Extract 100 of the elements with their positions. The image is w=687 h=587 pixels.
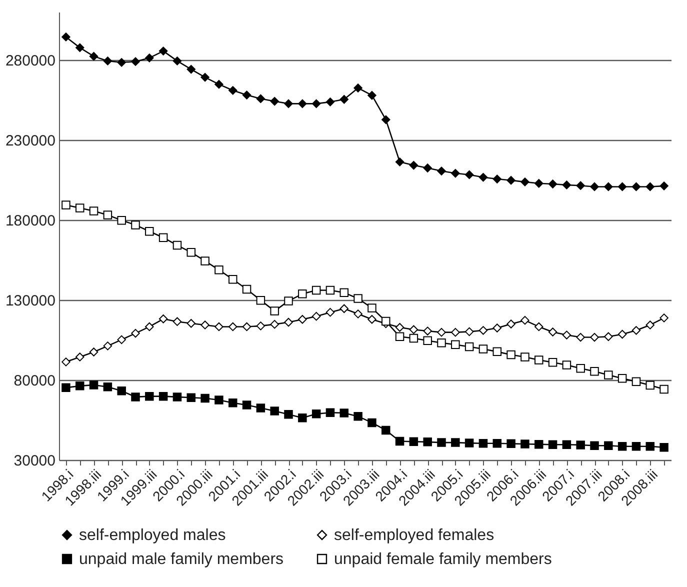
point: [158, 392, 168, 401]
point: [354, 310, 362, 318]
point: [632, 377, 641, 386]
point: [326, 98, 335, 106]
point: [506, 350, 516, 360]
point: [646, 380, 655, 390]
point: [75, 204, 84, 212]
point: [548, 180, 558, 188]
point: [214, 80, 224, 89]
point: [437, 166, 446, 176]
point: [618, 182, 627, 192]
point: [186, 248, 196, 257]
point: [131, 220, 140, 230]
point: [214, 266, 224, 274]
point: [506, 176, 516, 185]
point: [89, 380, 98, 390]
point: [242, 284, 252, 294]
point: [562, 440, 572, 450]
point: [298, 99, 307, 108]
point: [534, 356, 544, 364]
point: [381, 426, 390, 435]
point: [632, 182, 641, 192]
point: [590, 332, 599, 342]
point: [604, 441, 613, 450]
point: [492, 324, 502, 332]
point: [368, 90, 376, 100]
point: [395, 158, 404, 166]
point: [103, 210, 112, 220]
point: [590, 182, 599, 192]
point: [478, 172, 488, 182]
point: [464, 438, 474, 448]
point: [534, 322, 544, 332]
point: [604, 370, 613, 380]
point: [576, 181, 585, 190]
point: [534, 440, 544, 449]
point: [395, 322, 404, 332]
point: [256, 296, 266, 305]
point: [520, 352, 530, 362]
point: [145, 226, 154, 236]
point: [312, 99, 321, 108]
point: [534, 178, 544, 188]
point: [464, 170, 474, 180]
point: [576, 332, 585, 342]
point: [340, 304, 349, 314]
point: [270, 306, 279, 316]
point: [562, 180, 572, 190]
point: [409, 325, 418, 334]
point: [660, 442, 668, 452]
point: [646, 442, 655, 451]
point: [590, 366, 599, 376]
point: [312, 410, 321, 418]
point: [312, 286, 321, 295]
point: [75, 43, 84, 52]
point: [548, 358, 558, 367]
point: [368, 418, 376, 428]
point: [214, 396, 224, 404]
point: [340, 288, 349, 298]
point: [492, 347, 502, 356]
point: [103, 342, 112, 350]
point: [298, 414, 307, 422]
point: [228, 86, 238, 95]
point: [381, 115, 390, 124]
point: [256, 94, 266, 104]
point: [478, 438, 488, 448]
point: [451, 328, 460, 337]
point: [89, 52, 98, 61]
point: [381, 316, 390, 326]
point: [326, 408, 335, 418]
point: [158, 233, 168, 242]
point: [395, 332, 404, 342]
point: [520, 440, 530, 448]
point: [200, 256, 210, 266]
point: [75, 352, 84, 362]
point: [423, 164, 432, 172]
point: [186, 393, 196, 402]
point: [284, 296, 293, 306]
point: [437, 328, 446, 337]
point: [145, 322, 154, 332]
point: [145, 392, 154, 401]
point: [270, 320, 279, 329]
point: [478, 326, 488, 335]
point: [506, 320, 516, 328]
point: [117, 58, 126, 67]
point: [103, 382, 112, 392]
point: [423, 326, 432, 336]
point: [326, 286, 335, 295]
point: [548, 328, 558, 336]
point: [89, 348, 98, 356]
point: [492, 174, 502, 184]
point: [604, 182, 613, 192]
point: [228, 322, 238, 332]
point: [506, 439, 516, 448]
legend-label: unpaid female family members: [334, 551, 552, 568]
legend-label: self-employed females: [334, 527, 494, 544]
point: [242, 90, 252, 100]
point: [618, 374, 627, 383]
point: [242, 322, 252, 332]
point: [576, 364, 585, 373]
point: [660, 182, 668, 190]
point: [368, 314, 376, 324]
